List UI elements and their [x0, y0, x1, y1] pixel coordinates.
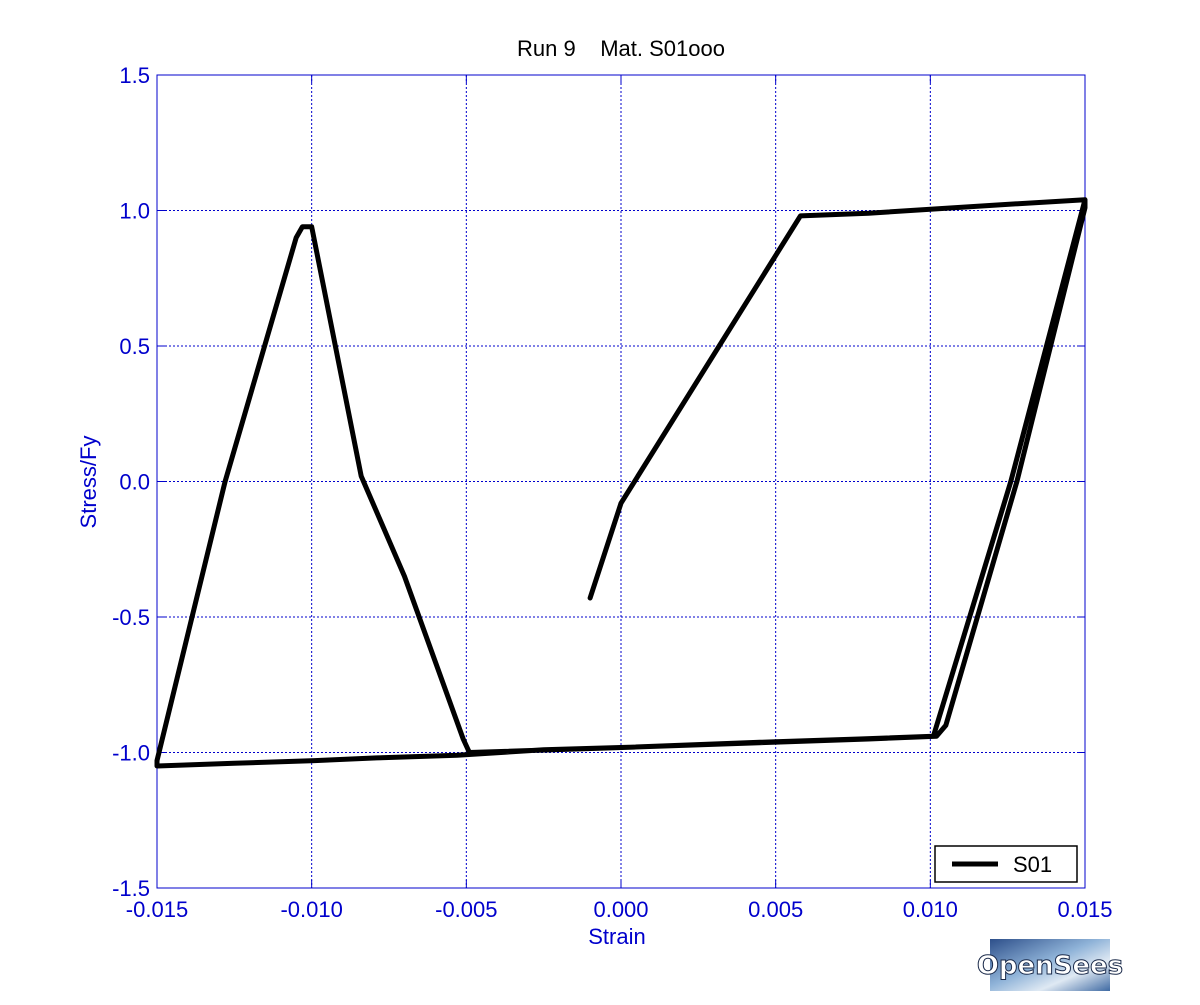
series-line-s01 — [154, 197, 1088, 769]
y-tick-label: 1.0 — [119, 199, 150, 224]
y-tick-label: 1.5 — [119, 63, 150, 88]
x-axis-label: Strain — [588, 924, 645, 949]
x-tick-label: 0.000 — [593, 897, 648, 922]
y-tick-label: -1.5 — [112, 876, 150, 901]
opensees-logo: OpenSees — [976, 939, 1124, 991]
x-tick-label: -0.005 — [435, 897, 497, 922]
y-tick-label: 0.5 — [119, 334, 150, 359]
chart-title: Run 9 Mat. S01ooo — [517, 36, 725, 61]
x-tick-label: 0.015 — [1057, 897, 1112, 922]
y-tick-label: -0.5 — [112, 605, 150, 630]
x-tick-label: -0.010 — [280, 897, 342, 922]
logo-text: OpenSees — [977, 951, 1123, 981]
x-tick-label: -0.015 — [126, 897, 188, 922]
legend-label: S01 — [1013, 852, 1052, 877]
x-tick-label: 0.005 — [748, 897, 803, 922]
y-tick-label: 0.0 — [119, 470, 150, 495]
x-tick-label: 0.010 — [903, 897, 958, 922]
y-tick-label: -1.0 — [112, 741, 150, 766]
ticks-layer: -0.015 -0.010 -0.005 0.000 0.005 0.010 0.015 1.… — [112, 63, 1112, 922]
logo-background — [990, 939, 1110, 991]
legend: S01 — [934, 845, 1078, 883]
series-layer — [154, 197, 1088, 769]
grid-layer — [157, 75, 1085, 888]
y-axis-label: Stress/Fy — [76, 436, 101, 529]
